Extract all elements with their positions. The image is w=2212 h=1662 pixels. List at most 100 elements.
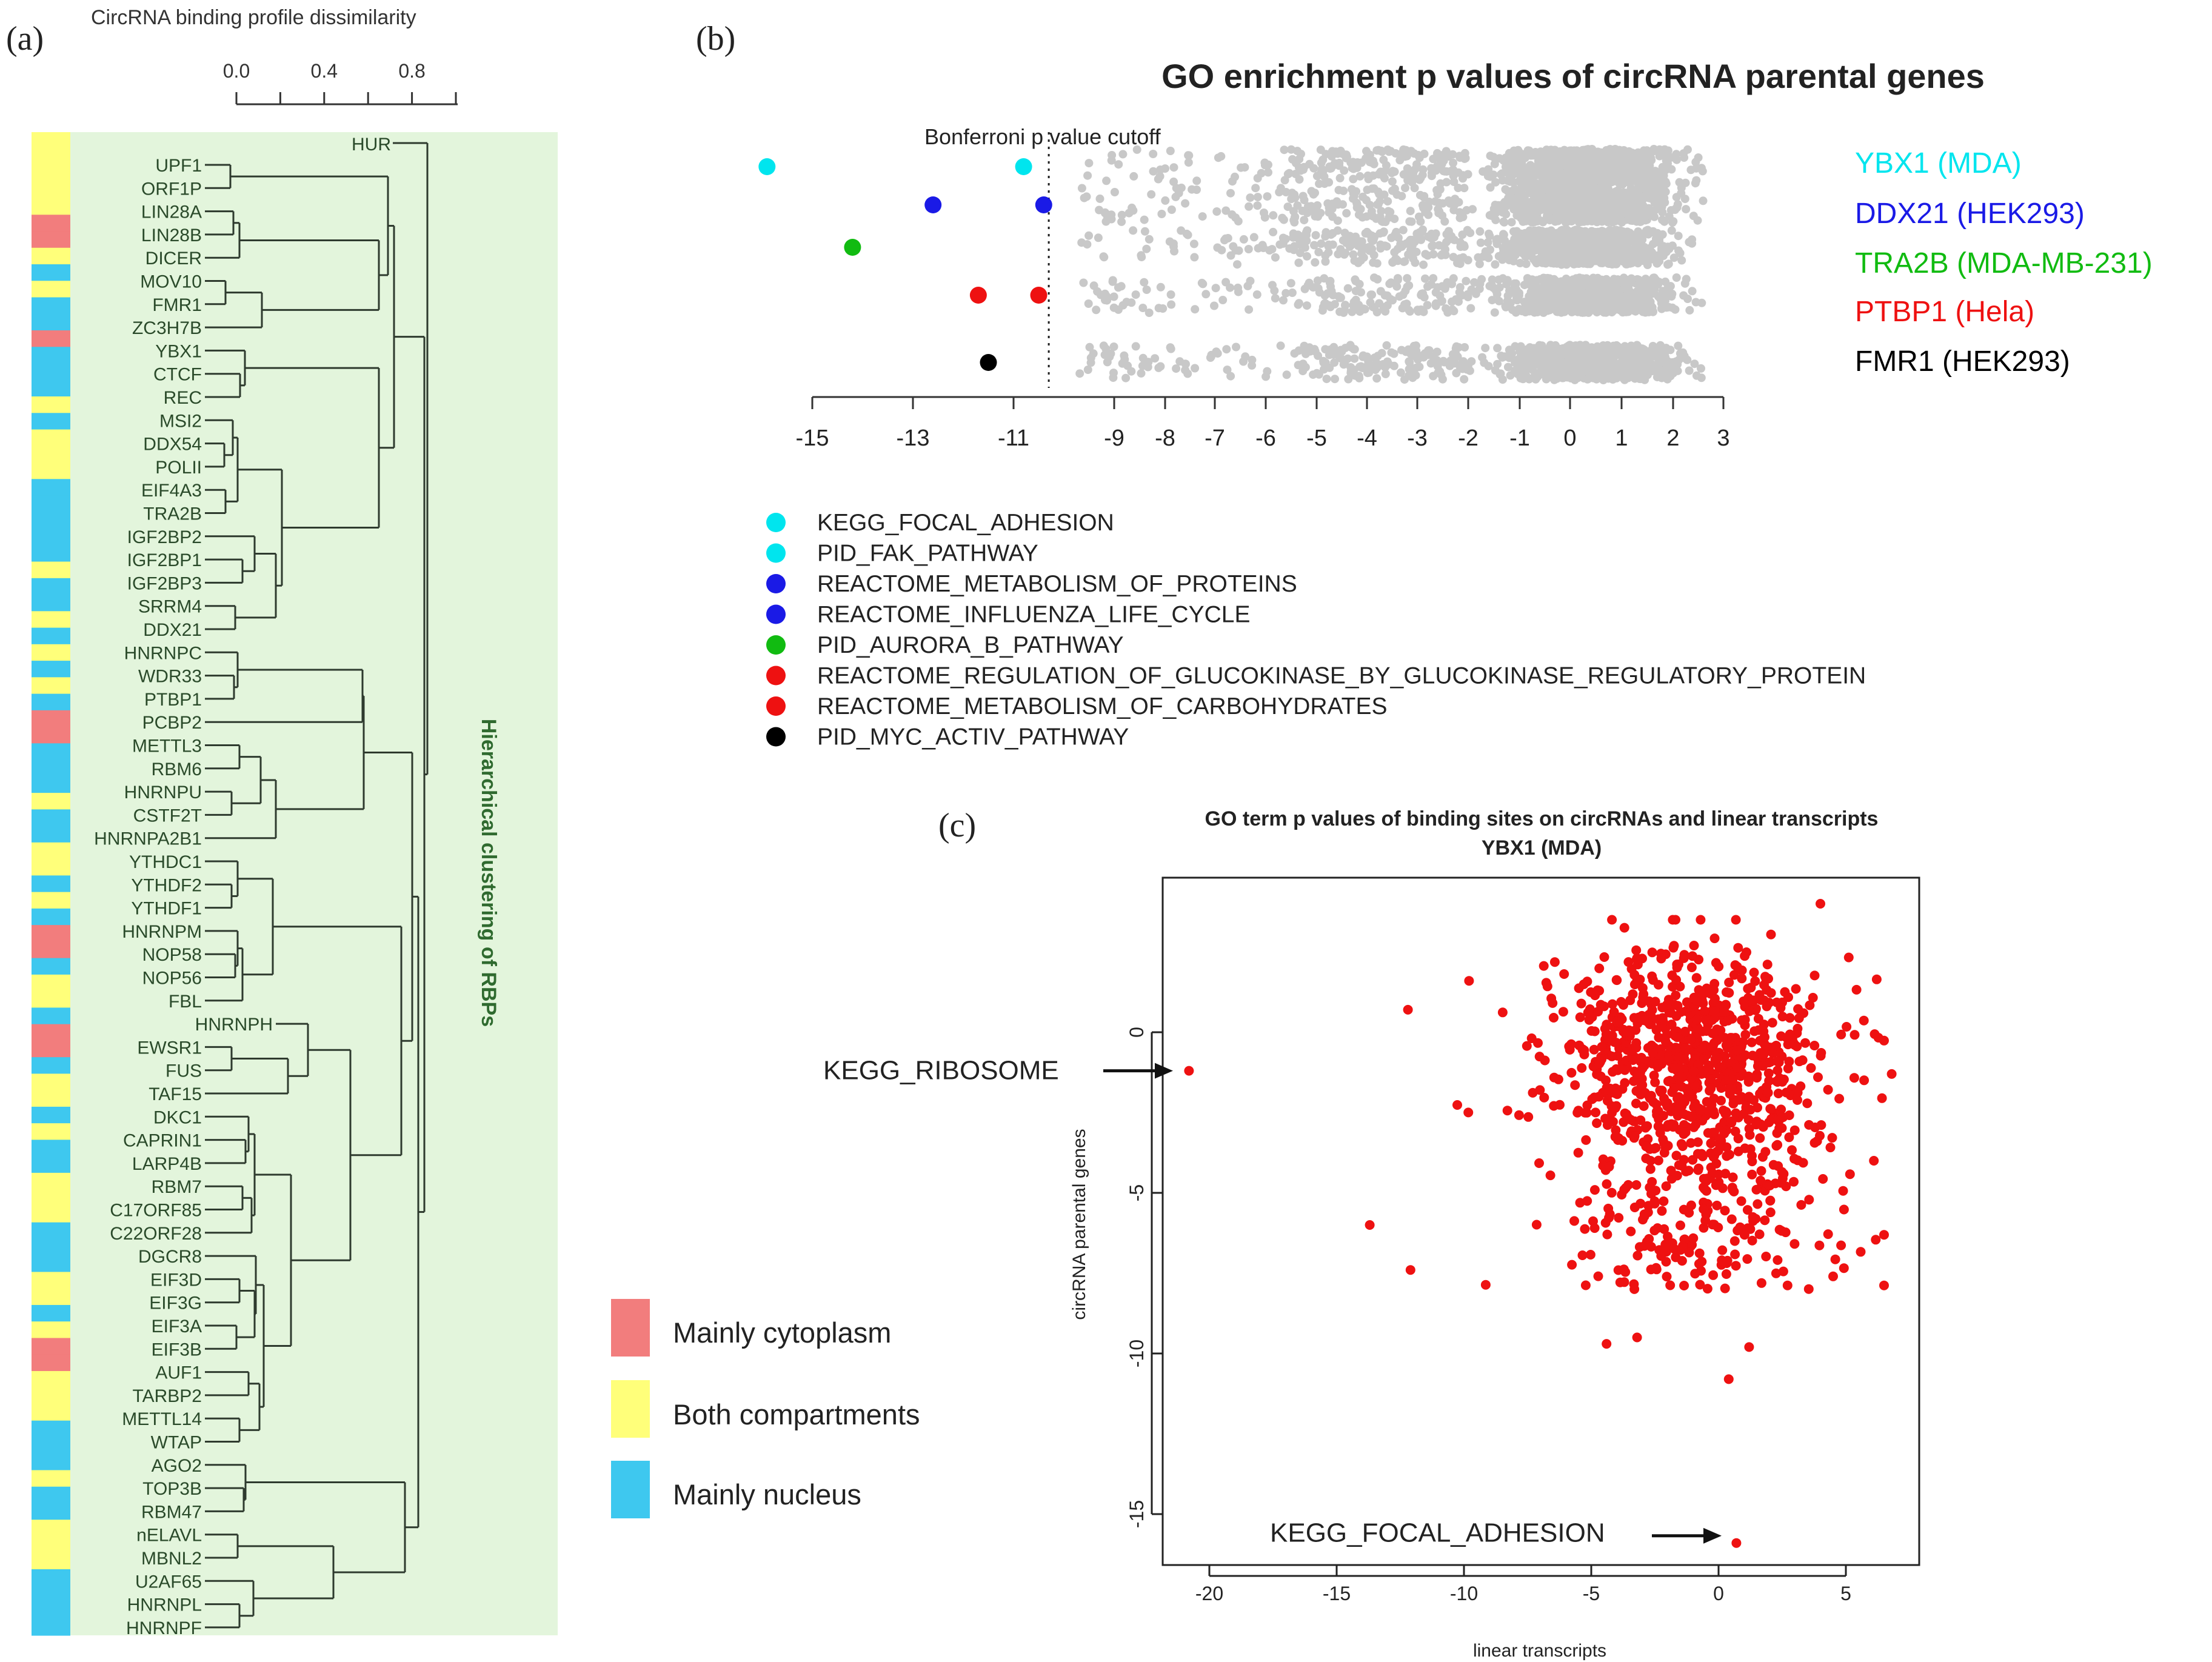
background-point bbox=[1211, 284, 1220, 293]
background-point bbox=[1363, 352, 1372, 361]
background-point bbox=[1192, 176, 1201, 185]
term-legend-marker bbox=[766, 543, 786, 563]
background-point bbox=[1369, 171, 1378, 180]
background-point bbox=[1403, 171, 1412, 180]
background-point bbox=[1394, 233, 1403, 242]
background-point bbox=[1612, 250, 1622, 259]
leaf-label: CTCF bbox=[153, 365, 202, 385]
background-point bbox=[1561, 169, 1570, 178]
background-point bbox=[1405, 217, 1414, 226]
background-point bbox=[1123, 361, 1132, 370]
background-point bbox=[1281, 289, 1291, 298]
background-point bbox=[1373, 275, 1382, 284]
background-point bbox=[1514, 304, 1523, 313]
compartment-cell-cytoplasm bbox=[32, 1338, 70, 1355]
background-point bbox=[1181, 199, 1190, 208]
background-point bbox=[1147, 190, 1156, 199]
legend-swatch-nucleus bbox=[611, 1461, 650, 1518]
leaf-label: C22ORF28 bbox=[110, 1224, 202, 1244]
background-point bbox=[1571, 248, 1580, 257]
leaf-label: HNRNPF bbox=[126, 1618, 202, 1638]
compartment-cell-nucleus bbox=[32, 1238, 70, 1256]
background-point bbox=[1625, 250, 1634, 259]
background-point bbox=[1354, 258, 1363, 267]
background-point bbox=[1155, 172, 1164, 181]
background-point bbox=[1157, 210, 1166, 218]
strip-series-legend: YBX1 (MDA)DDX21 (HEK293)TRA2B (MDA-MB-23… bbox=[1855, 147, 2153, 378]
background-point bbox=[1692, 371, 1701, 380]
panel-label-b: (b) bbox=[696, 20, 735, 58]
background-point bbox=[1275, 240, 1285, 249]
background-point bbox=[1514, 370, 1522, 379]
background-point bbox=[1459, 152, 1468, 161]
background-point bbox=[1184, 158, 1193, 167]
background-point bbox=[1348, 238, 1357, 247]
background-point bbox=[1531, 282, 1540, 292]
compartment-cell-both bbox=[32, 1387, 70, 1405]
background-point bbox=[1667, 165, 1676, 174]
background-point bbox=[1212, 207, 1221, 216]
background-point bbox=[1075, 369, 1084, 378]
x-axis-tick-label: -8 bbox=[1155, 426, 1175, 451]
background-point bbox=[1495, 296, 1503, 305]
background-point bbox=[1424, 210, 1433, 219]
background-point bbox=[1349, 298, 1358, 307]
leaf-label: C17ORF85 bbox=[110, 1201, 202, 1221]
background-point bbox=[1244, 245, 1253, 253]
background-point bbox=[1519, 212, 1528, 221]
background-point bbox=[1295, 155, 1304, 164]
dendrogram-side-title: Hierarchical clustering of RBPs bbox=[477, 719, 500, 1027]
background-point bbox=[1437, 297, 1446, 306]
background-point bbox=[1645, 355, 1654, 364]
background-point bbox=[1668, 358, 1677, 367]
compartment-cell-both bbox=[32, 446, 70, 463]
leaf-label: FBL bbox=[169, 992, 202, 1012]
background-point bbox=[1317, 158, 1326, 167]
compartment-cell-both bbox=[32, 991, 70, 1008]
background-point bbox=[1108, 277, 1117, 286]
compartment-cell-both bbox=[32, 974, 70, 992]
background-point bbox=[1376, 240, 1385, 249]
background-point bbox=[1094, 233, 1103, 242]
background-point bbox=[1636, 235, 1645, 244]
background-point bbox=[1617, 166, 1626, 175]
background-point bbox=[1530, 170, 1539, 178]
leaf-label: AGO2 bbox=[152, 1456, 202, 1476]
background-point bbox=[1398, 225, 1408, 235]
background-point bbox=[1616, 304, 1625, 313]
background-point bbox=[1289, 207, 1298, 216]
leaf-label: FMR1 bbox=[152, 295, 202, 315]
background-point bbox=[1239, 357, 1248, 366]
background-point bbox=[1470, 278, 1479, 287]
background-point bbox=[1542, 348, 1551, 357]
background-point bbox=[1500, 198, 1509, 207]
background-point bbox=[1342, 209, 1351, 218]
compartment-cell-both bbox=[32, 396, 70, 413]
compartment-cell-cytoplasm bbox=[32, 215, 70, 232]
background-point bbox=[1240, 163, 1249, 172]
background-point bbox=[1357, 158, 1366, 167]
background-point bbox=[1344, 375, 1353, 384]
background-point bbox=[1499, 243, 1508, 252]
background-point bbox=[1566, 372, 1575, 381]
background-point bbox=[1680, 153, 1689, 162]
compartment-cell-both bbox=[32, 462, 70, 479]
background-point bbox=[1562, 358, 1571, 367]
background-point bbox=[1127, 298, 1136, 307]
background-point bbox=[1516, 166, 1525, 175]
background-point bbox=[1438, 375, 1447, 384]
background-point bbox=[1544, 304, 1553, 313]
leaf-label: HNRNPM bbox=[122, 922, 202, 942]
scale-axis-tick-label: 0.4 bbox=[311, 60, 338, 82]
term-legend-label: KEGG_FOCAL_ADHESION bbox=[817, 510, 1114, 536]
term-legend-label: PID_MYC_ACTIV_PATHWAY bbox=[817, 724, 1129, 750]
background-point bbox=[1106, 349, 1115, 358]
background-point bbox=[1640, 242, 1649, 252]
background-point bbox=[1226, 251, 1235, 260]
compartment-cell-nucleus bbox=[32, 759, 70, 777]
x-tick-label: 5 bbox=[1840, 1583, 1851, 1604]
compartment-cell-both bbox=[32, 1206, 70, 1223]
background-point bbox=[1609, 202, 1618, 212]
background-point bbox=[1471, 289, 1480, 298]
background-point bbox=[1349, 175, 1358, 184]
